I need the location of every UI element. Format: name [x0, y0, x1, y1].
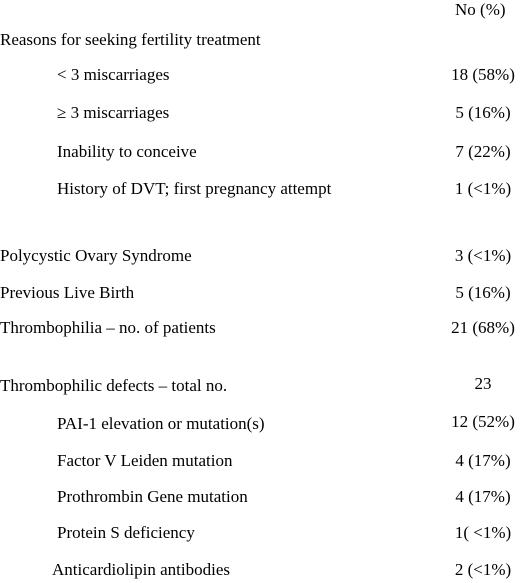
section-title-reasons: Reasons for seeking fertility treatment: [0, 30, 261, 49]
row-label: PAI-1 elevation or mutation(s): [57, 414, 265, 433]
row-value: 5 (16%): [455, 103, 511, 122]
row-value: 5 (16%): [455, 283, 511, 302]
row-label: History of DVT; first pregnancy attempt: [57, 179, 332, 198]
row-value: 2 (<1%): [454, 560, 512, 579]
row-value: 4 (17%): [455, 487, 511, 506]
row-value: 3 (<1%): [454, 246, 512, 265]
row-label: ≥ 3 miscarriages: [57, 103, 170, 122]
row-value: 18 (58%): [451, 65, 515, 84]
row-label: < 3 miscarriages: [57, 65, 170, 84]
column-header-no-percent: No (%): [455, 0, 506, 19]
defects-total: 23: [474, 374, 492, 393]
row-label: Polycystic Ovary Syndrome: [0, 246, 192, 265]
row-value: 4 (17%): [455, 451, 511, 470]
row-value: 21 (68%): [451, 318, 515, 337]
row-value: 12 (52%): [451, 412, 515, 431]
row-label: Inability to conceive: [57, 142, 197, 161]
row-value: 1( <1%): [454, 523, 512, 542]
row-label: Thrombophilia – no. of patients: [0, 318, 216, 337]
row-value: 7 (22%): [455, 142, 511, 161]
row-label: Factor V Leiden mutation: [57, 451, 233, 470]
row-label: Protein S deficiency: [57, 523, 195, 542]
row-label: Prothrombin Gene mutation: [57, 487, 248, 506]
row-value: 1 (<1%): [454, 179, 512, 198]
row-label: Anticardiolipin antibodies: [52, 560, 230, 579]
row-label: Previous Live Birth: [0, 283, 135, 302]
section-title-defects: Thrombophilic defects – total no.: [0, 376, 228, 395]
